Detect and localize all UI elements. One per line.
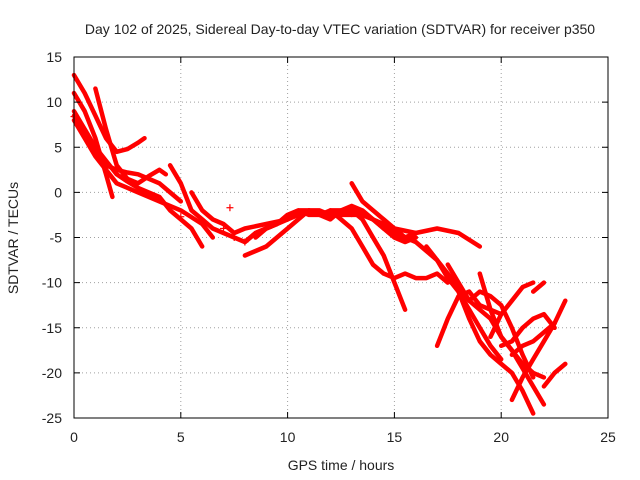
series-track-19: [466, 289, 536, 380]
x-tick-label: 25: [600, 429, 616, 445]
y-tick-label: -15: [42, 320, 62, 336]
series-track-23: [509, 298, 568, 403]
x-tick-label: 0: [70, 429, 78, 445]
tick-layer: [73, 56, 609, 419]
series-track-21: [488, 280, 536, 340]
x-tick-label: 10: [280, 429, 296, 445]
y-tick-label: -20: [42, 365, 62, 381]
y-tick-label: 10: [46, 94, 62, 110]
series-track-11: [253, 208, 483, 249]
series-track-22: [498, 311, 557, 349]
tick-label-layer: 0 5 10 15 20 25 15 10 5 0 -5 -10 -15 -20 -25: [42, 49, 616, 445]
plus-marker-5: [241, 238, 249, 246]
series-track-2: [71, 90, 115, 200]
plus-marker-3: [220, 224, 228, 232]
y-axis-label: SDTVAR / TECUs: [5, 182, 21, 294]
y-tick-label: 5: [54, 139, 62, 155]
series-track-12: [328, 208, 451, 285]
marker-layer: [70, 113, 249, 246]
x-tick-label: 5: [177, 429, 185, 445]
y-tick-label: 0: [54, 184, 62, 200]
plus-marker-4: [230, 234, 238, 241]
y-tick-label: 15: [46, 49, 62, 65]
series-track-25: [541, 361, 568, 389]
series-track-18: [456, 289, 536, 416]
x-tick-label: 20: [493, 429, 509, 445]
y-tick-label: -25: [42, 410, 62, 426]
series-track-24: [509, 320, 557, 358]
plus-marker-1: [177, 213, 185, 221]
x-tick-label: 15: [387, 429, 403, 445]
series-track-6: [93, 86, 169, 186]
series-track-13: [349, 208, 408, 312]
grid: [74, 57, 608, 418]
series-track-20: [477, 271, 547, 380]
series-track-26: [530, 280, 547, 294]
x-axis-label: GPS time / hours: [288, 457, 395, 473]
y-tick-label: -5: [50, 230, 63, 246]
series-track-14: [349, 181, 472, 303]
plus-marker-2: [226, 204, 234, 212]
series-track-5: [71, 117, 216, 240]
chart-title: Day 102 of 2025, Sidereal Day-to-day VTE…: [85, 21, 595, 37]
series-track-3: [71, 108, 205, 249]
y-tick-label: -10: [42, 275, 62, 291]
series-track-4: [71, 113, 184, 204]
series-layer: [71, 72, 568, 416]
